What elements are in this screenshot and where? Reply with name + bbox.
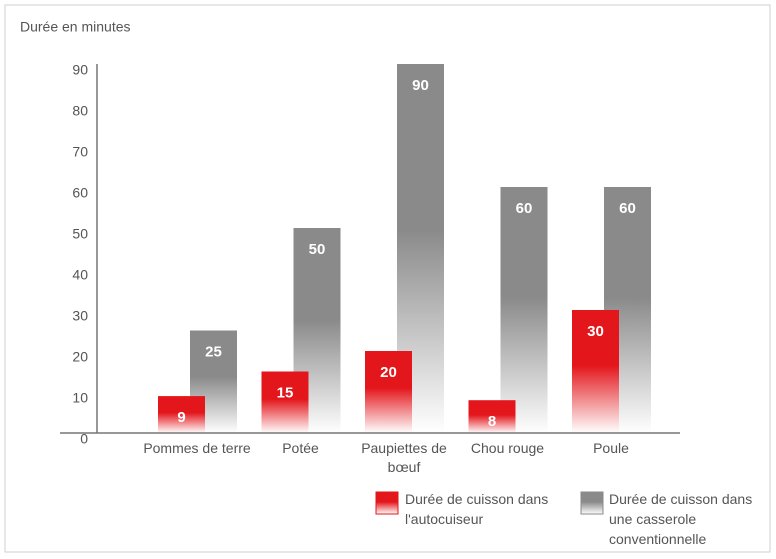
value-label: 60 — [516, 200, 533, 217]
y-tick-label: 40 — [72, 267, 88, 283]
bar — [261, 371, 309, 433]
value-label: 15 — [277, 384, 294, 401]
bar — [468, 400, 516, 433]
y-axis-title: Durée en minutes — [20, 19, 131, 35]
x-tick-label: Poule — [593, 440, 629, 456]
value-label: 25 — [205, 343, 222, 360]
x-tick-label: Paupiettes de bœuf — [361, 440, 447, 475]
y-tick-label: 50 — [72, 226, 88, 242]
value-label: 20 — [380, 364, 397, 381]
legend-swatch — [375, 491, 399, 515]
value-label: 8 — [488, 413, 496, 430]
bar — [500, 187, 548, 433]
y-tick-label: 70 — [72, 144, 88, 160]
bar — [365, 351, 412, 433]
x-tick-label: Chou rouge — [470, 440, 545, 456]
value-label: 30 — [587, 323, 604, 340]
legend-label: Durée de cuisson dans une casserole conv… — [609, 491, 753, 547]
value-label: 60 — [619, 200, 636, 217]
y-tick-label: 20 — [72, 349, 88, 365]
y-tick-label: 10 — [72, 390, 88, 406]
legend-label: Durée de cuisson dans l'autocuiseur — [405, 491, 549, 527]
bar — [572, 310, 619, 433]
frame — [4, 4, 771, 553]
y-tick-label: 80 — [72, 103, 88, 119]
value-label: 50 — [309, 241, 326, 258]
bar — [158, 396, 205, 433]
y-tick-label: 90 — [72, 62, 88, 78]
y-tick-label: 30 — [72, 308, 88, 324]
value-label: 9 — [177, 409, 185, 426]
y-tick-label: 0 — [80, 431, 88, 447]
legend-swatch — [580, 491, 604, 515]
x-tick-label: Potée — [282, 440, 319, 456]
x-tick-label: Pommes de terre — [143, 440, 251, 456]
value-label: 90 — [412, 77, 429, 94]
y-tick-label: 60 — [72, 185, 88, 201]
